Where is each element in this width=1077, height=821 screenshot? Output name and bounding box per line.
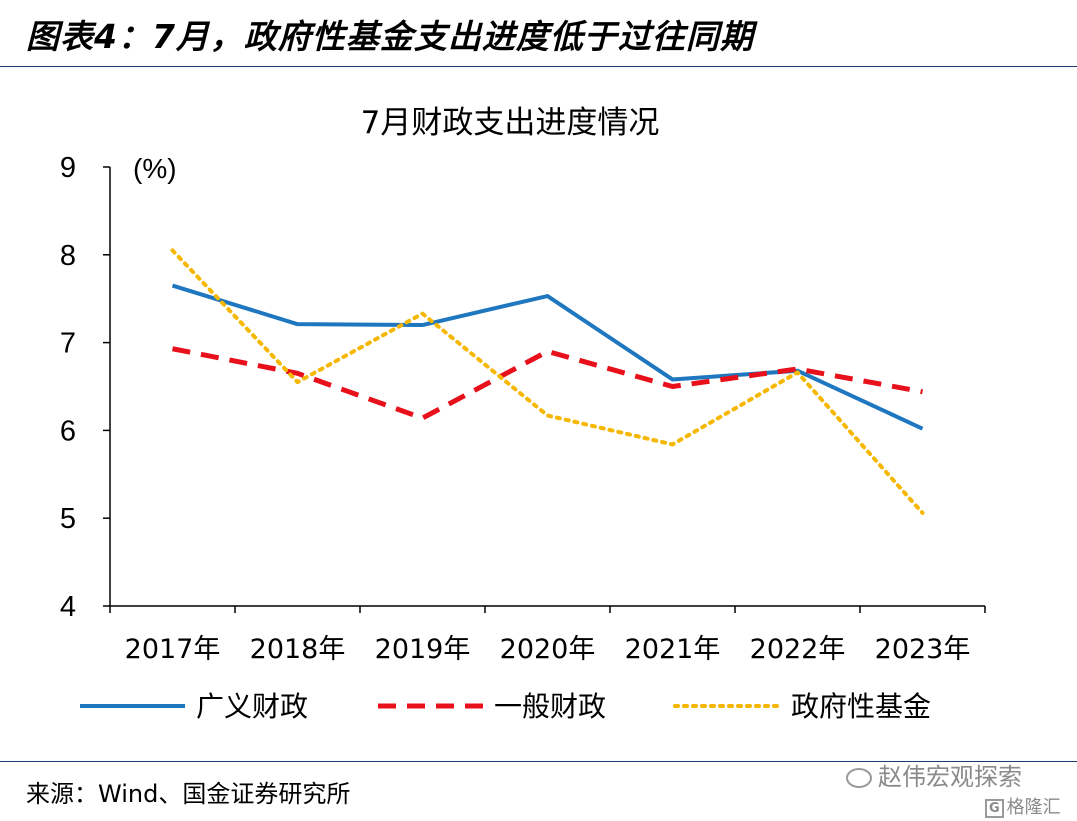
line-chart: 7月财政支出进度情况 (%) 4 5 6 7 8 9 2017年 2018年 2019年 202… (60, 105, 986, 723)
y-tick-label: 9 (60, 152, 76, 184)
x-tick-label: 2021年 (625, 634, 721, 665)
watermark: 赵伟宏观探索 (846, 757, 1022, 792)
series-line (172, 346, 923, 421)
chart-title: 7月财政支出进度情况 (361, 105, 660, 141)
legend-label: 广义财政 (196, 690, 308, 723)
x-tick-label: 2023年 (875, 634, 971, 665)
y-tick-label: 7 (60, 328, 76, 360)
y-tick-label: 4 (60, 591, 76, 623)
legend-label: 一般财政 (494, 690, 606, 723)
y-tick-label: 8 (60, 240, 76, 272)
header-divider (0, 66, 1077, 67)
source-note: 来源：Wind、国金证券研究所 (26, 780, 351, 808)
x-tick-label: 2020年 (500, 634, 596, 665)
y-tick-label: 6 (60, 415, 76, 447)
wechat-icon (846, 768, 872, 788)
footer-divider (0, 761, 1077, 762)
series-line (171, 283, 924, 431)
watermark-text: 赵伟宏观探索 (878, 763, 1022, 791)
logo-text: 格隆汇 (1006, 797, 1061, 818)
x-tick-label: 2018年 (250, 634, 346, 665)
gelonghui-logo: G 格隆汇 (985, 793, 1061, 819)
series-line (170, 248, 925, 515)
legend-label: 政府性基金 (791, 690, 931, 723)
figure-title: 图表4：7月，政府性基金支出进度低于过往同期 (26, 17, 754, 56)
x-tick-label: 2022年 (750, 634, 846, 665)
x-tick-label: 2019年 (375, 634, 471, 665)
y-tick-label: 5 (60, 503, 76, 535)
y-axis-unit: (%) (133, 153, 177, 184)
gelonghui-g-icon: G (985, 798, 1004, 818)
x-tick-label: 2017年 (125, 634, 221, 665)
